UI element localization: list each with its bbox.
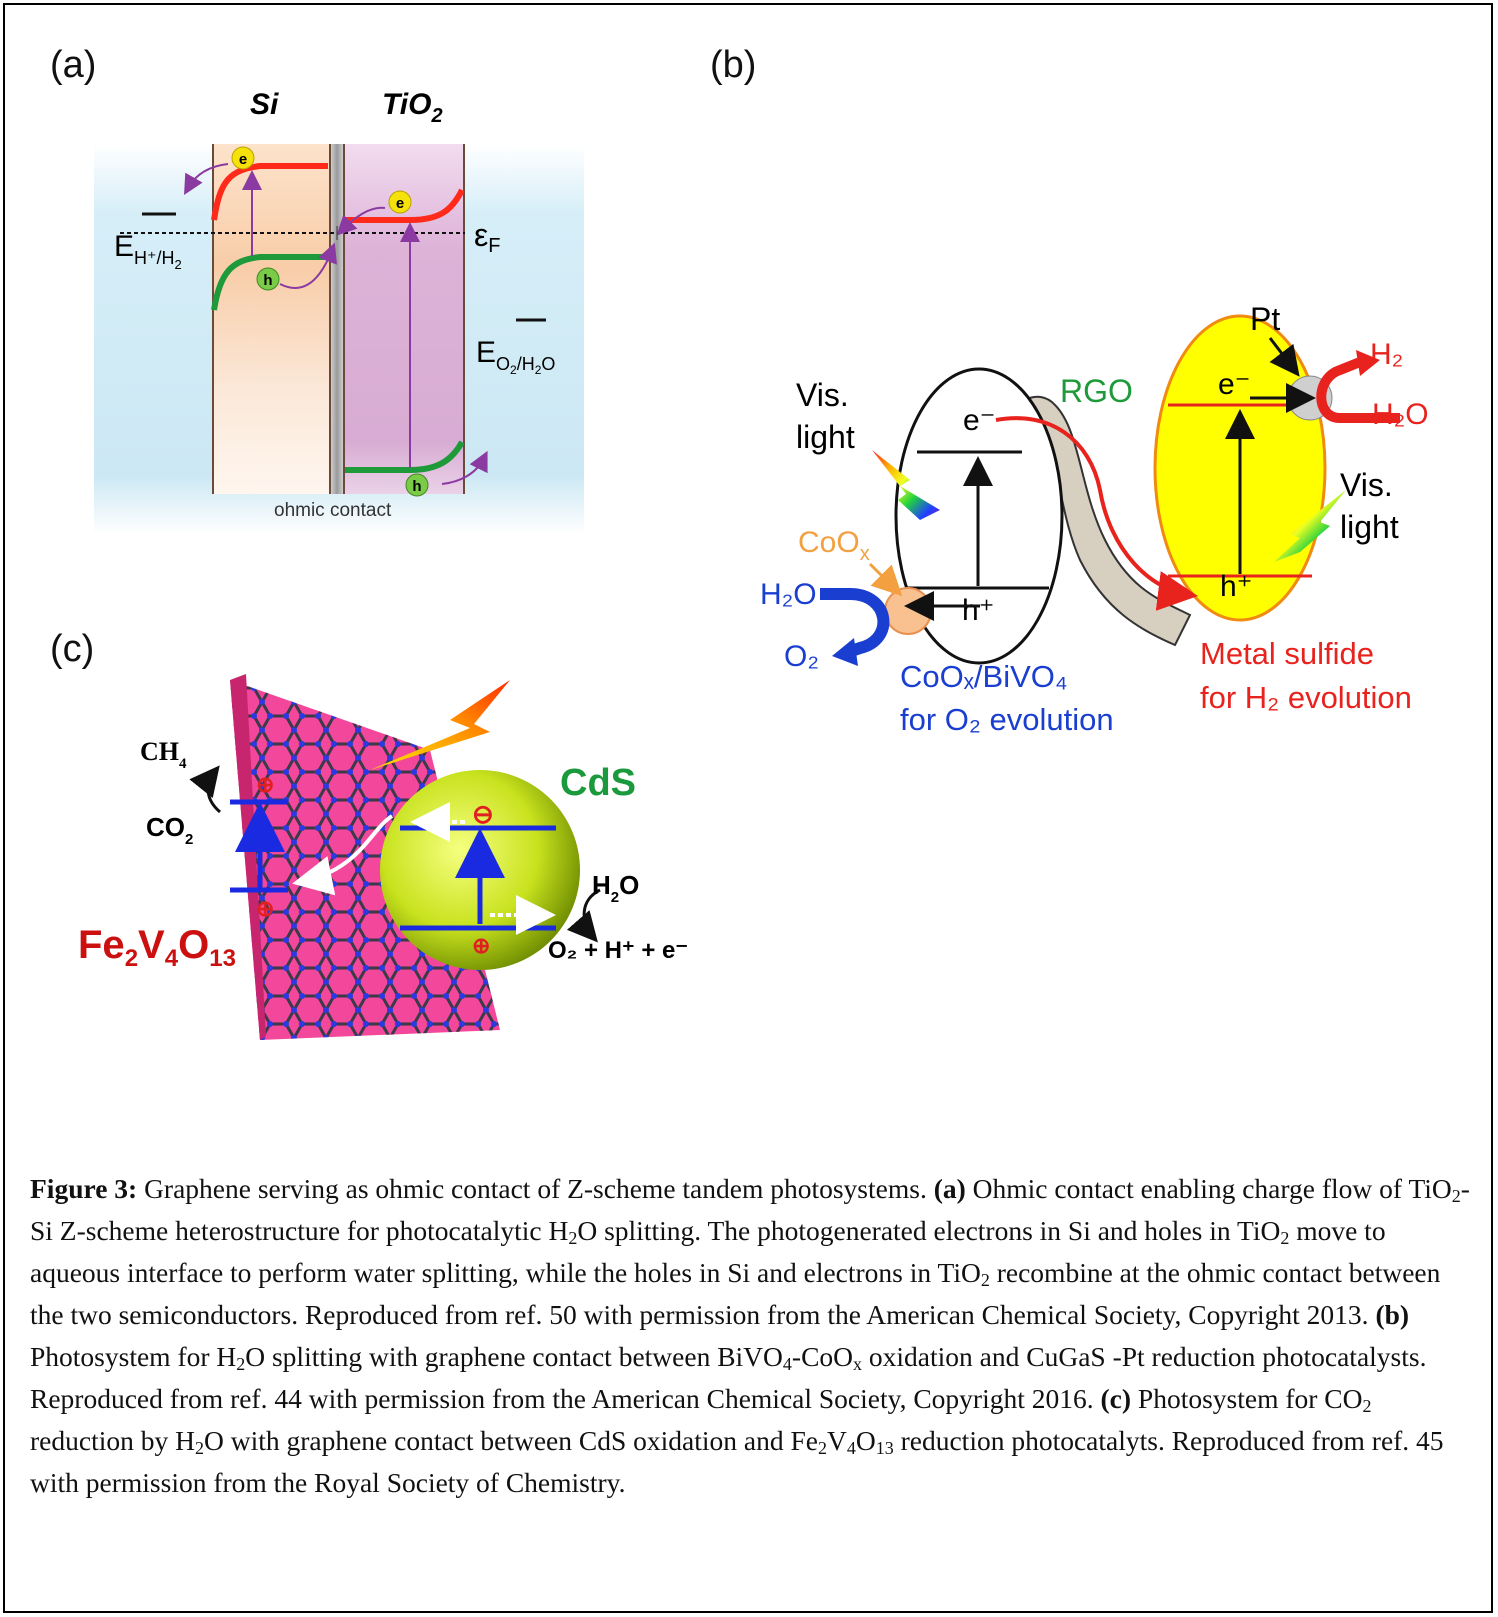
- rgo-label: RGO: [1060, 373, 1133, 409]
- h-plus-left: h⁺: [962, 594, 995, 627]
- ch4-label: CH4: [140, 737, 187, 772]
- co2-label: CO2: [146, 812, 193, 848]
- electron-icon: e: [231, 146, 255, 170]
- metal-sulfide-sublabel: for H₂ evolution: [1200, 680, 1412, 715]
- e-o2-label: EO2/H2O: [476, 336, 555, 377]
- tio2-valence-band: [345, 440, 465, 473]
- h2o-label: H2O: [592, 870, 639, 906]
- fe2v4o13-label: Fe2V4O13: [78, 923, 236, 972]
- svg-text:e: e: [239, 151, 247, 168]
- cds-label: CdS: [560, 762, 636, 804]
- figure-label: Figure 3:: [30, 1173, 138, 1204]
- svg-text:h: h: [263, 272, 272, 289]
- panel-b-diagram: e⁻ h⁺ e⁻ h⁺ Pt H₂ H₂O RGO Vis. light Vis…: [760, 301, 1429, 737]
- svg-text:⊕: ⊕: [256, 772, 274, 797]
- electron-transfer-arrow: [995, 416, 1198, 611]
- e-minus-right: e⁻: [1218, 368, 1251, 401]
- e-h2-label: EH⁺/H2: [114, 230, 182, 272]
- metal-sulfide-label: Metal sulfide: [1200, 636, 1374, 671]
- h2o-left-label: H₂O: [760, 578, 817, 611]
- o2-left-label: O₂: [784, 640, 819, 673]
- panel-a-diagram: e e h h Si TiO2 EH⁺/H2 εF EO2/H2O ohmic …: [94, 88, 584, 534]
- vis-light-left-2: light: [796, 419, 855, 455]
- coox-particle: [884, 587, 932, 635]
- h2o-right-label: H₂O: [1372, 398, 1429, 431]
- coox-label: CoOx: [798, 526, 870, 565]
- h2-label: H₂: [1370, 338, 1403, 371]
- products-label: O₂ + H⁺ + e⁻: [548, 937, 688, 964]
- e-minus-left: e⁻: [963, 404, 996, 437]
- vis-light-left-1: Vis.: [796, 377, 849, 413]
- svg-text:h: h: [412, 478, 421, 495]
- o2-evolution-arrow: [820, 588, 890, 658]
- electron-icon: e: [388, 190, 412, 214]
- light-bolt-right: [1274, 490, 1346, 562]
- svg-text:e: e: [396, 195, 404, 212]
- tio2-header: TiO2: [382, 88, 443, 127]
- ohmic-contact-label: ohmic contact: [274, 500, 392, 521]
- hole-icon: h: [405, 473, 429, 497]
- si-header: Si: [250, 88, 279, 121]
- coox-bivo4-label: CoOₓ/BiVO₄: [900, 659, 1068, 694]
- ohmic-contact-region: [330, 144, 344, 494]
- figure-caption: Figure 3: Graphene serving as ohmic cont…: [30, 1173, 1470, 1498]
- fermi-label: εF: [474, 217, 500, 257]
- pt-label: Pt: [1250, 301, 1280, 337]
- vis-light-right-2: light: [1340, 509, 1399, 545]
- h-plus-right: h⁺: [1220, 570, 1253, 603]
- svg-text:⊖: ⊖: [472, 799, 494, 829]
- si-region: [213, 144, 330, 494]
- vis-light-right-1: Vis.: [1340, 467, 1393, 503]
- panel-c-label: (c): [50, 628, 95, 670]
- light-bolt-left: [872, 450, 940, 520]
- panel-b-label: (b): [710, 44, 757, 86]
- coox-bivo4-sublabel: for O₂ evolution: [900, 702, 1114, 737]
- si-valence-band: [211, 254, 328, 311]
- svg-text:⊕: ⊕: [256, 896, 274, 921]
- svg-text:⊕: ⊕: [472, 933, 490, 958]
- h2-evolution-arrow: [1316, 357, 1400, 423]
- tio2-conduction-band: [345, 188, 465, 223]
- hole-icon: h: [256, 267, 280, 291]
- panel-c-diagram: ⊕ ⊕ ⊖ ⊕ CH4 CO2 CdS H2O O₂ + H⁺ + e⁻ Fe2…: [78, 674, 688, 1040]
- si-conduction-band: [211, 163, 328, 221]
- panel-a-label: (a): [50, 44, 97, 86]
